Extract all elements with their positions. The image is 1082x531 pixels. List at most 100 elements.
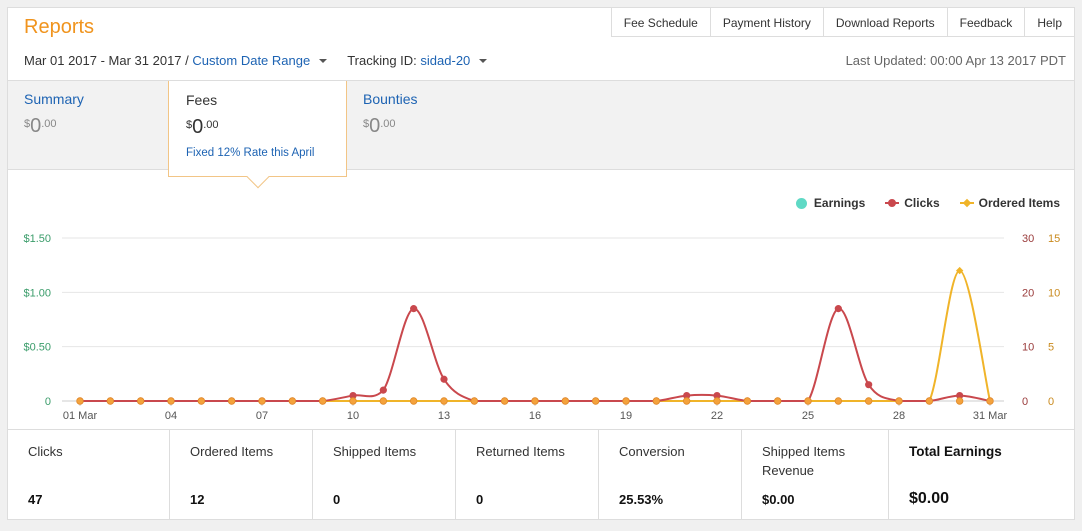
summary-tabs: Summary $0.00 Fees $0.00 Fixed 12% Rate … (8, 80, 1074, 189)
last-updated-text: Last Updated: 00:00 Apr 13 2017 PDT (845, 53, 1066, 68)
tracking-id-caret-icon[interactable] (479, 58, 488, 63)
reports-panel: Reports Fee Schedule Payment History Dow… (7, 7, 1075, 520)
help-button[interactable]: Help (1025, 7, 1075, 37)
x-tick-label: 07 (256, 410, 268, 422)
date-separator: / (185, 53, 189, 68)
earnings-point (773, 397, 782, 405)
x-tick-label: 19 (620, 410, 632, 422)
x-tick-label: 01 Mar (63, 410, 98, 422)
tracking-id-label: Tracking ID: (347, 53, 417, 68)
x-tick-label: 16 (529, 410, 541, 422)
stat-total-earnings-label: Total Earnings (909, 444, 1002, 459)
stat-conversion-value: 25.53% (619, 492, 664, 507)
y-right-ordered-tick-label: 0 (1048, 396, 1054, 408)
y-right-ordered-tick-label: 10 (1048, 287, 1060, 299)
clicks-point (379, 386, 387, 394)
summary-int: 0 (30, 115, 42, 137)
legend-clicks[interactable]: Clicks (885, 196, 940, 210)
stat-returned-items-label: Returned Items (476, 444, 565, 459)
earnings-point (834, 397, 843, 405)
tab-summary[interactable]: Summary $0.00 (24, 91, 84, 138)
earnings-point (197, 397, 206, 405)
clicks-point (834, 305, 842, 313)
x-tick-label: 25 (802, 410, 814, 422)
legend-earnings-label: Earnings (813, 196, 866, 210)
earnings-point (470, 397, 479, 405)
download-reports-button[interactable]: Download Reports (823, 7, 948, 37)
earnings-point (500, 397, 509, 405)
earnings-point (804, 397, 812, 405)
clicks-legend-icon (885, 198, 900, 208)
date-range-text: Mar 01 2017 - Mar 31 2017 (24, 53, 182, 68)
x-tick-label: 22 (711, 410, 723, 422)
page-title: Reports (24, 16, 95, 38)
y-left-tick-label: $0.50 (23, 342, 51, 354)
stat-shipped-items: Shipped Items 0 (313, 430, 456, 520)
earnings-point (713, 397, 721, 405)
earnings-point (288, 397, 297, 405)
legend-clicks-label: Clicks (904, 196, 940, 210)
earnings-point (258, 397, 266, 405)
earnings-point (743, 397, 752, 405)
fees-rate-link[interactable]: Fixed 12% Rate this April (186, 147, 315, 159)
tab-fees[interactable]: Fees $0.00 Fixed 12% Rate this April (168, 81, 347, 189)
earnings-point (622, 397, 630, 405)
y-right-clicks-tick-label: 10 (1022, 342, 1034, 354)
stats-bar: Clicks 47 Ordered Items 12 Shipped Items… (8, 429, 1074, 520)
earnings-point (227, 397, 236, 405)
y-right-clicks-tick-label: 20 (1022, 287, 1034, 299)
earnings-point (167, 397, 175, 405)
clicks-point (349, 391, 357, 400)
legend-ordered-items[interactable]: Ordered Items (959, 196, 1060, 210)
summary-currency: $ (24, 118, 31, 130)
stat-conversion: Conversion 25.53% (599, 430, 742, 520)
earnings-point (591, 397, 600, 405)
earnings-point (349, 397, 357, 405)
tab-bounties-label[interactable]: Bounties (363, 91, 418, 107)
stat-shipped-revenue-label: Shipped Items Revenue (762, 444, 846, 478)
y-left-tick-label: 0 (45, 396, 51, 408)
earnings-point (955, 397, 964, 405)
x-tick-label: 10 (347, 410, 359, 422)
tab-bounties[interactable]: Bounties $0.00 (363, 91, 417, 138)
fees-tab-pointer (246, 165, 270, 189)
tab-fees-label[interactable]: Fees (186, 92, 218, 108)
x-tick-label: 04 (165, 410, 177, 422)
stat-ordered-items-label: Ordered Items (190, 444, 274, 459)
stat-ordered-items: Ordered Items 12 (170, 430, 313, 520)
y-right-clicks-tick-label: 30 (1022, 233, 1034, 245)
fees-int: 0 (192, 116, 204, 138)
earnings-point (531, 397, 539, 405)
fee-schedule-button[interactable]: Fee Schedule (610, 7, 711, 37)
feedback-button[interactable]: Feedback (947, 7, 1026, 37)
stat-clicks: Clicks 47 (8, 430, 170, 520)
x-tick-label: 13 (438, 410, 450, 422)
stat-total-earnings-value: $0.00 (909, 490, 950, 507)
clicks-point (683, 391, 691, 400)
payment-history-button[interactable]: Payment History (710, 7, 824, 37)
custom-date-range-link[interactable]: Custom Date Range (192, 53, 311, 68)
tracking-id-dropdown[interactable]: sidad-20 (420, 53, 471, 68)
earnings-point (136, 397, 145, 405)
x-tick-label: 31 Mar (973, 410, 1008, 422)
top-nav: Fee Schedule Payment History Download Re… (610, 7, 1075, 37)
date-range-caret-icon[interactable] (319, 58, 328, 63)
earnings-point (561, 397, 570, 405)
earnings-legend-icon (795, 197, 807, 209)
tab-summary-label[interactable]: Summary (24, 91, 84, 107)
stat-ordered-items-value: 12 (190, 492, 205, 507)
fees-currency: $ (186, 119, 193, 131)
summary-amount: $0.00 (24, 115, 84, 138)
clicks-point (865, 381, 873, 389)
y-right-ordered-tick-label: 5 (1048, 342, 1054, 354)
stat-shipped-items-value: 0 (333, 492, 341, 507)
stat-clicks-value: 47 (28, 492, 43, 507)
x-tick-label: 28 (893, 410, 905, 422)
earnings-point (986, 397, 994, 405)
stat-shipped-items-label: Shipped Items (333, 444, 417, 459)
earnings-chart: 0 0 0 $0.50 10 5 $1.00 20 10 $1.50 30 15 01 Mar 04 07 1… (23, 233, 1060, 422)
earnings-point (318, 397, 327, 405)
legend-earnings[interactable]: Earnings (795, 196, 866, 210)
fees-dec: .00 (203, 119, 219, 131)
earnings-point (409, 397, 418, 405)
